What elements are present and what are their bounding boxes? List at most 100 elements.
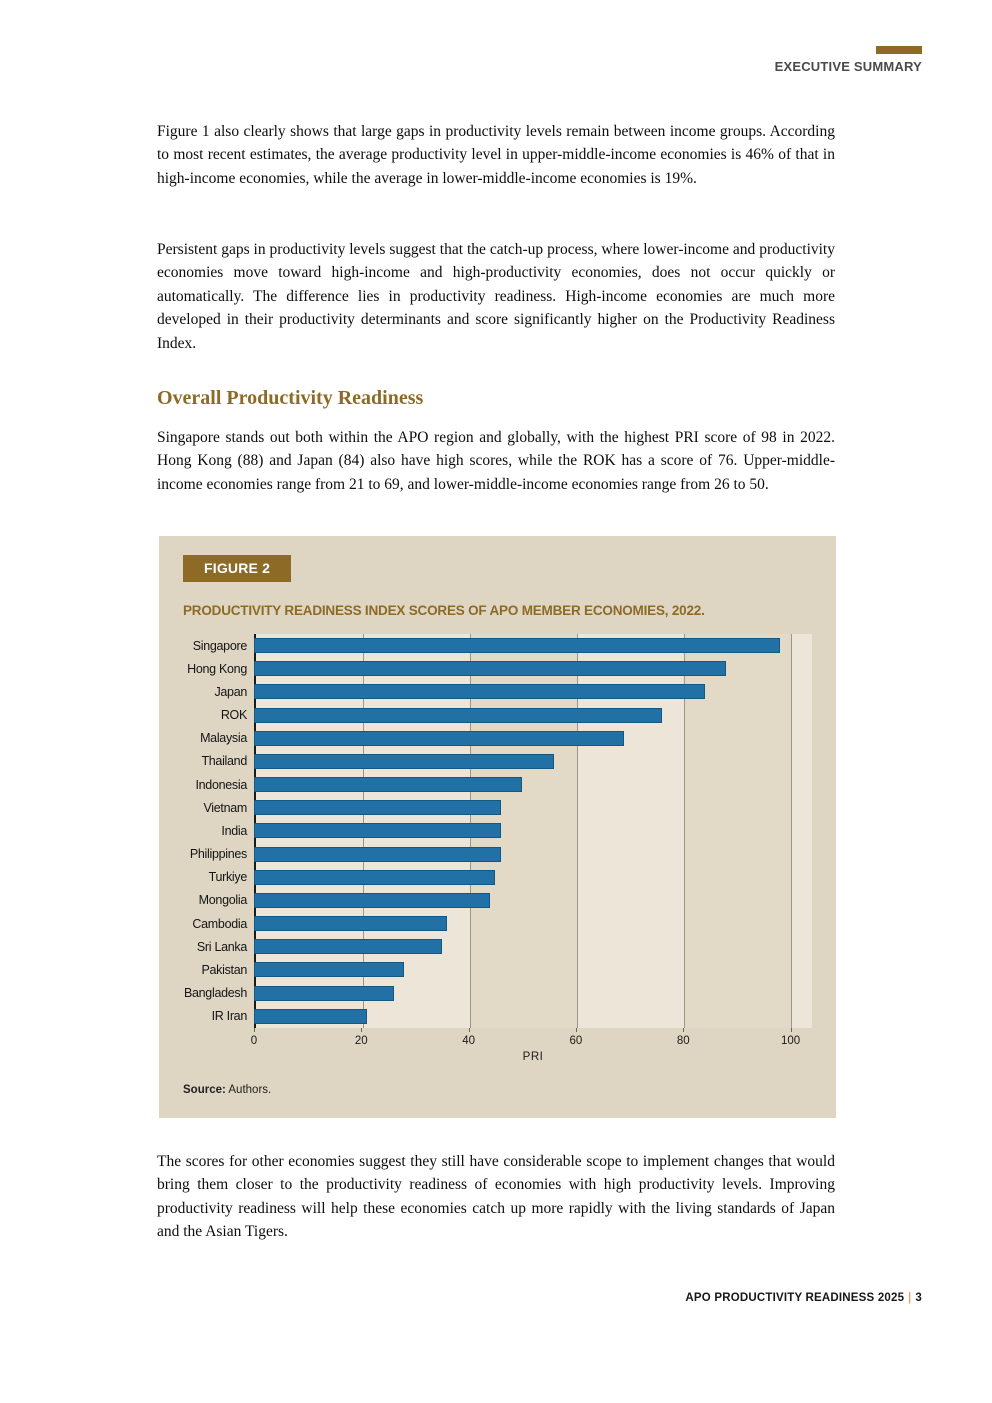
x-tick-mark [254,1028,255,1032]
header-accent-bar [876,46,922,54]
bar-track [254,800,812,816]
figure-label-badge: FIGURE 2 [183,555,292,582]
section-heading: Overall Productivity Readiness [157,387,424,409]
bar [254,892,491,908]
bar [254,707,662,723]
chart-row: Mongolia [183,889,812,912]
chart-row: India [183,819,812,842]
footer-title: APO PRODUCTIVITY READINESS 2025 [685,1292,905,1304]
bar-track [254,753,812,769]
category-label: Bangladesh [183,986,247,1001]
chart-rows: Singapore Hong Kong Japan ROK Malaysia Thaila… [183,634,812,1028]
bar [254,661,727,677]
paragraph-pri-scores: Singapore stands out both within the APO… [157,429,835,493]
page-header: EXECUTIVE SUMMARY [775,46,922,74]
bar [254,939,442,955]
gridline [576,634,578,1028]
category-label: India [221,823,247,838]
bar [254,800,501,816]
bar [254,1008,367,1024]
chart-row: Turkiye [183,866,812,889]
figure-title: PRODUCTIVITY READINESS INDEX SCORES OF A… [183,603,705,618]
page-number: 3 [915,1292,922,1304]
chart-row: Bangladesh [183,982,812,1005]
paragraph-persistent-gaps: Persistent gaps in productivity levels s… [157,241,835,352]
x-tick-mark [361,1028,363,1032]
bar-track [254,916,812,932]
gridline [683,634,685,1028]
x-axis-label: PRI [522,1051,544,1063]
category-label: Singapore [192,638,248,653]
chart-row: Hong Kong [183,657,812,680]
bar [254,823,501,839]
x-tick-mark [683,1028,685,1032]
category-label: Vietnam [203,800,247,815]
x-tick-label: 80 [676,1035,690,1047]
category-label: Philippines [189,847,247,862]
gridline [790,634,792,1028]
plot-shaded-band [683,634,791,1028]
bar [254,962,405,978]
x-tick-label: 40 [462,1035,476,1047]
bar [254,869,496,885]
bar-track [254,823,812,839]
bar-track [254,985,812,1001]
category-label: Japan [214,684,247,699]
bar-track [254,684,812,700]
chart-row: ROK [183,704,812,727]
bar-chart: Singapore Hong Kong Japan ROK Malaysia Thaila… [183,634,812,1066]
bar-track [254,846,812,862]
bar [254,916,448,932]
category-label: Cambodia [192,916,247,931]
bar-track [254,892,812,908]
x-tick-mark [575,1028,577,1032]
chart-row: IR Iran [183,1005,812,1028]
bar-track [254,962,812,978]
bar-track [254,939,812,955]
bar-track [254,869,812,885]
footer-separator: | [908,1292,912,1304]
category-label: Turkiye [208,870,248,885]
figure-2-box: FIGURE 2 PRODUCTIVITY READINESS INDEX SC… [159,536,836,1118]
chart-row: Philippines [183,843,812,866]
chart-row: Malaysia [183,727,812,750]
bar [254,846,501,862]
category-label: Hong Kong [187,661,247,676]
bar-track [254,777,812,793]
x-axis: PRI 0 20 40 60 80 100 [250,1028,812,1066]
bar-track [254,638,812,654]
chart-row: Cambodia [183,912,812,935]
chart-row: Indonesia [183,773,812,796]
x-tick-mark [468,1028,470,1032]
x-tick-label: 0 [250,1035,258,1047]
paragraph-other-economies: The scores for other economies suggest t… [157,1153,835,1241]
bar [254,753,555,769]
chart-row: Japan [183,680,812,703]
bar [254,730,625,746]
chart-row: Vietnam [183,796,812,819]
x-tick-label: 20 [354,1035,368,1047]
bar-track [254,1008,812,1024]
chart-row: Thailand [183,750,812,773]
category-label: IR Iran [211,1009,248,1024]
bar-track [254,661,812,677]
source-label: Source: [183,1084,226,1096]
category-label: Malaysia [200,731,247,746]
category-label: Thailand [201,754,247,769]
x-tick-label: 60 [569,1035,583,1047]
category-label: Sri Lanka [196,939,247,954]
category-label: Mongolia [198,893,248,908]
page-footer: APO PRODUCTIVITY READINESS 2025 | 3 [685,1292,922,1304]
bar [254,985,394,1001]
figure-source: Source: Authors. [183,1084,271,1096]
category-label: ROK [220,708,247,723]
bar [254,777,523,793]
bar-track [254,707,812,723]
bar-track [254,730,812,746]
x-tick-mark [790,1028,792,1032]
chart-row: Pakistan [183,958,812,981]
x-tick-label: 100 [780,1035,801,1047]
category-label: Indonesia [195,777,247,792]
chart-row: Sri Lanka [183,935,812,958]
